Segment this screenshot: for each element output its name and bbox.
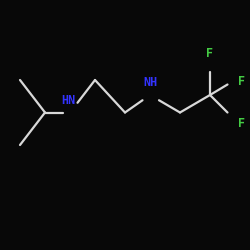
Text: F: F [206, 47, 214, 60]
Text: F: F [238, 117, 245, 130]
Text: HN: HN [62, 94, 76, 106]
Text: NH: NH [143, 76, 157, 89]
Text: F: F [238, 75, 245, 88]
